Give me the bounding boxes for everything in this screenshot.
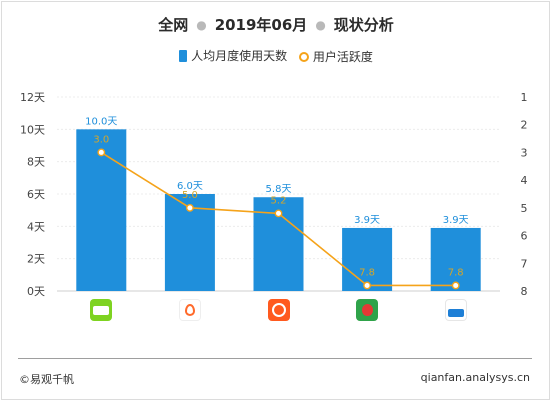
legend-item-bar[interactable]: 人均月度使用天数 xyxy=(179,47,287,64)
line-point xyxy=(451,281,460,290)
line-point xyxy=(185,203,194,212)
legend-bar-label: 人均月度使用天数 xyxy=(191,49,288,63)
hema-app-icon xyxy=(444,299,467,321)
chart-legend: 人均月度使用天数 用户活跃度 xyxy=(0,47,552,65)
legend-item-line[interactable]: 用户活跃度 xyxy=(298,48,373,65)
y-left-tick-label: 6天 xyxy=(27,188,45,201)
y-right-tick-label: 5 xyxy=(521,202,528,215)
y-right-tick-label: 6 xyxy=(521,230,528,243)
title-part-2: 2019年06月 xyxy=(214,16,308,34)
line-value-label: 7.8 xyxy=(359,267,375,278)
footer-divider xyxy=(18,358,532,359)
bar-value-label: 3.9天 xyxy=(354,215,380,226)
y-right-tick-label: 7 xyxy=(521,257,528,270)
bar xyxy=(342,227,393,291)
line-point xyxy=(274,209,283,218)
footer-copyright: ©易观千帆 xyxy=(19,373,74,386)
footer-url: qianfan.analysys.cn xyxy=(420,371,530,384)
bar-value-label: 3.9天 xyxy=(443,215,469,226)
line-value-label: 5.2 xyxy=(271,195,287,206)
y-right-tick-label: 4 xyxy=(521,174,528,187)
legend-line-label: 用户活跃度 xyxy=(312,50,373,64)
line-value-label: 5.0 xyxy=(182,190,198,201)
y-left-tick-label: 12天 xyxy=(20,91,45,104)
y-left-tick-label: 0天 xyxy=(27,285,45,298)
line-value-label: 3.0 xyxy=(93,134,109,145)
y-left-tick-label: 10天 xyxy=(20,123,45,136)
page-title: 全网 ● 2019年06月 ● 现状分析 xyxy=(0,14,552,35)
green-food-app-icon xyxy=(90,299,113,321)
y-left-tick-label: 4天 xyxy=(27,220,45,233)
title-part-1: 全网 xyxy=(158,16,189,34)
line-point xyxy=(97,148,106,157)
orange-circle-app-icon xyxy=(267,299,290,321)
green-strawberry-app-icon xyxy=(356,299,379,321)
y-right-tick-label: 3 xyxy=(521,146,528,159)
orange-drop-app-icon xyxy=(178,299,201,321)
title-separator-dot: ● xyxy=(315,18,326,32)
legend-bar-swatch xyxy=(179,49,188,62)
bar-value-label: 5.8天 xyxy=(266,184,292,195)
title-separator-dot: ● xyxy=(196,18,207,32)
bar-value-label: 10.0天 xyxy=(85,116,117,127)
y-left-tick-label: 2天 xyxy=(27,253,45,266)
legend-line-swatch xyxy=(298,51,309,62)
y-right-tick-label: 8 xyxy=(521,285,528,298)
line-value-label: 7.8 xyxy=(448,267,464,278)
line-point xyxy=(363,281,371,290)
title-part-3: 现状分析 xyxy=(333,16,394,34)
y-left-tick-label: 8天 xyxy=(27,156,45,169)
bar xyxy=(430,227,481,291)
bar-value-label: 6.0天 xyxy=(177,181,203,192)
y-right-tick-label: 1 xyxy=(521,91,528,104)
y-right-tick-label: 2 xyxy=(521,119,528,132)
